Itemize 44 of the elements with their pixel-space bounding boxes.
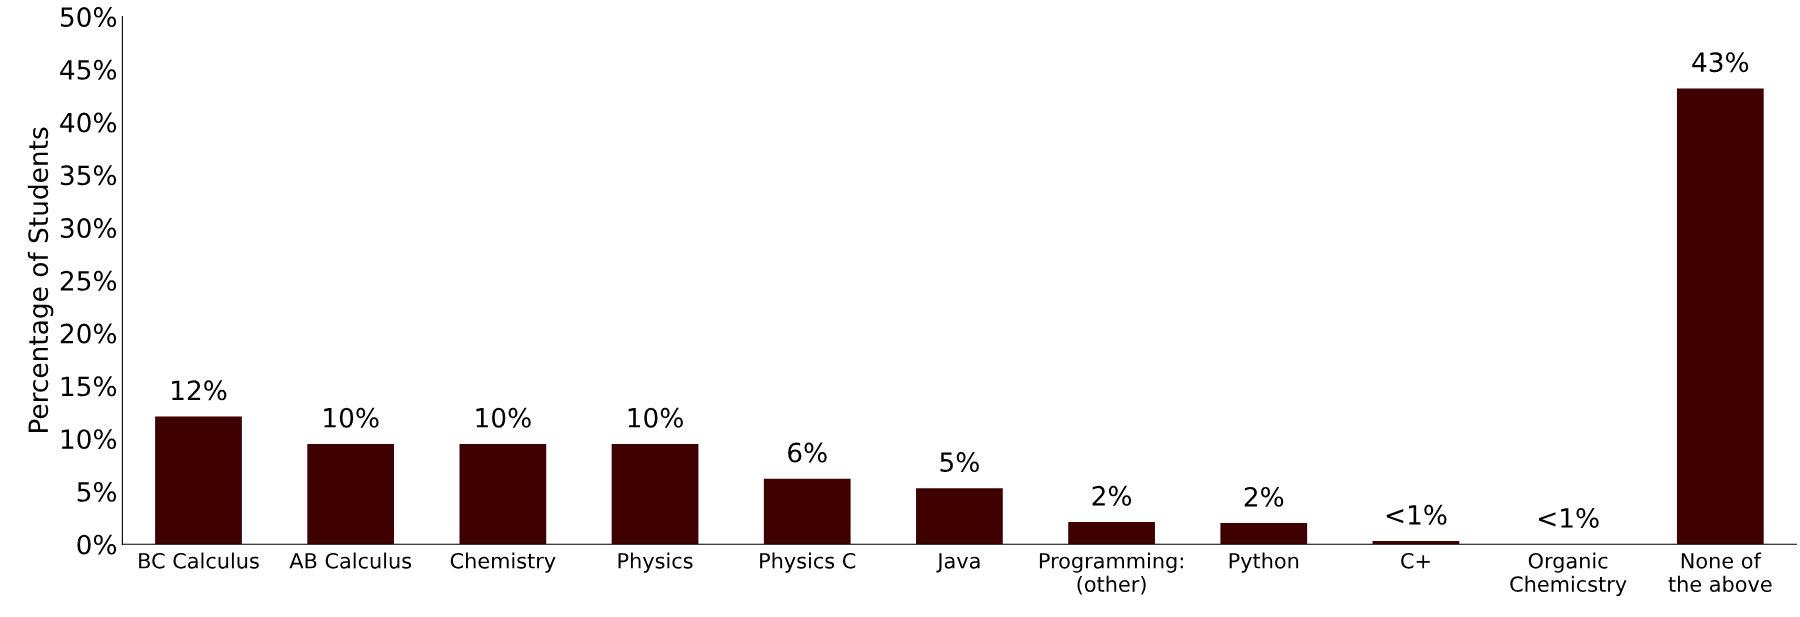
x-tick-label: None of the above — [1668, 552, 1772, 592]
x-tick-label: Chemistry — [450, 552, 556, 573]
bar — [916, 488, 1003, 545]
bar — [307, 443, 395, 545]
data-label: <1% — [1538, 508, 1599, 528]
y-tick-label: 5% — [77, 481, 117, 502]
x-tick-label: Programming: (other) — [1039, 552, 1183, 595]
y-tick-label: 25% — [60, 270, 117, 291]
bar — [1220, 523, 1308, 545]
y-tick-label: 15% — [61, 376, 117, 397]
y-tick-label: 10% — [61, 429, 117, 450]
x-tick-label: BC Calculus — [139, 552, 259, 569]
bar — [763, 478, 851, 545]
data-label: 43% — [1692, 52, 1749, 73]
y-tick-label: 50% — [60, 7, 117, 28]
x-tick-label: Python — [1229, 552, 1299, 573]
x-tick-label: Organic Chemicstry — [1510, 552, 1627, 597]
bar — [1676, 88, 1764, 545]
data-label: 2% — [1244, 486, 1284, 507]
x-tick-label: Physics C — [760, 552, 856, 573]
data-label: 5% — [940, 452, 979, 473]
y-tick-label: 20% — [60, 323, 117, 344]
data-label: 6% — [788, 442, 827, 463]
data-label: 10% — [628, 407, 683, 428]
x-tick-label: Physics — [618, 552, 693, 573]
bar — [611, 443, 699, 545]
y-tick-label: 0% — [77, 534, 117, 555]
bar — [1372, 541, 1460, 545]
y-tick-label: 35% — [60, 165, 117, 186]
x-tick-label: AB Calculus — [289, 552, 412, 569]
data-label: 2% — [1092, 485, 1132, 506]
y-tick-label: 40% — [60, 112, 117, 133]
bar — [155, 416, 242, 545]
x-tick-label: C+ — [1401, 552, 1430, 569]
y-tick-label: 45% — [60, 59, 117, 80]
data-label: <1% — [1386, 504, 1447, 525]
bar — [459, 443, 547, 545]
data-label: 10% — [324, 407, 379, 428]
y-axis-title: Percentage of Students — [27, 127, 54, 432]
data-label: 12% — [172, 380, 227, 401]
x-tick-label: Java — [936, 553, 980, 573]
bar — [1068, 522, 1155, 545]
data-label: 10% — [476, 407, 531, 428]
y-tick-label: 30% — [60, 218, 117, 239]
